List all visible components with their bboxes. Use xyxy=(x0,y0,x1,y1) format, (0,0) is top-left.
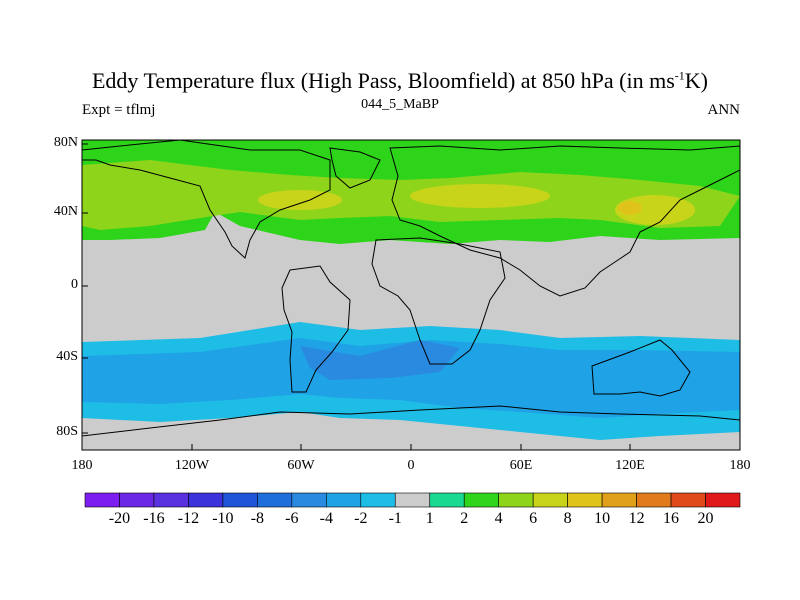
colorbar-label: -16 xyxy=(143,510,165,527)
colorbar-label: 16 xyxy=(663,510,680,527)
x-tick-label: 180 xyxy=(729,458,751,473)
colorbar-swatch xyxy=(326,492,362,508)
colorbar-label: 6 xyxy=(529,510,538,527)
colorbar-label: -8 xyxy=(250,510,265,527)
colorbar-swatch xyxy=(705,492,741,508)
map-title: Eddy Temperature flux (High Pass, Bloomf… xyxy=(91,68,708,93)
colorbar-swatch xyxy=(84,492,120,508)
x-tick-label: 120E xyxy=(615,458,645,473)
australia-outline xyxy=(591,339,691,397)
colorbar-label: 2 xyxy=(460,510,469,527)
colorbar-swatch xyxy=(498,492,534,508)
coastlines xyxy=(82,140,740,437)
north-america-outline xyxy=(82,140,331,259)
colorbar-label: 4 xyxy=(494,510,503,527)
atlantic-core xyxy=(258,190,342,210)
colorbar-swatch xyxy=(222,492,258,508)
x-tick-label: 120W xyxy=(174,458,210,473)
y-tick-label: 0 xyxy=(71,277,78,292)
colorbar-label: -4 xyxy=(319,510,333,527)
colorbar-label: -6 xyxy=(285,510,299,527)
y-tick-label: 80N xyxy=(53,135,78,150)
colorbar-label: -12 xyxy=(177,510,200,527)
colorbar-swatch xyxy=(463,492,499,508)
colorbar-swatch xyxy=(670,492,706,508)
antarctica-outline xyxy=(82,405,740,437)
colorbar-label: 12 xyxy=(628,510,645,527)
x-tick-label: 60E xyxy=(509,458,533,473)
colorbar-swatch xyxy=(257,492,293,508)
run-label: 044_5_MaBP xyxy=(361,97,439,112)
experiment-label: Expt = tflmj xyxy=(82,102,156,118)
map-field xyxy=(82,140,740,450)
colorbar-swatch xyxy=(291,492,327,508)
y-tick-label: 40S xyxy=(56,349,78,364)
eurasia-outline xyxy=(389,145,740,297)
colorbar-swatch xyxy=(153,492,189,508)
colorbar-label: 20 xyxy=(697,510,714,527)
season-label: ANN xyxy=(707,102,741,118)
asia-core xyxy=(410,184,550,208)
axis-ticks xyxy=(81,143,741,450)
y-tick-label: 80S xyxy=(56,424,78,439)
colorbar-swatch xyxy=(532,492,568,508)
colorbar-label: 1 xyxy=(425,510,434,527)
colorbar-label: -10 xyxy=(212,510,234,527)
x-tick-label: 180 xyxy=(71,458,93,473)
colorbar-swatch xyxy=(119,492,155,508)
x-tick-label: 60W xyxy=(287,458,315,473)
colorbar-swatch xyxy=(601,492,637,508)
colorbar-swatch xyxy=(567,492,603,508)
greenland-outline xyxy=(329,147,381,189)
colorbar xyxy=(84,492,741,508)
colorbar-label: -1 xyxy=(388,510,402,527)
colorbar-swatch xyxy=(636,492,672,508)
colorbar-swatch xyxy=(360,492,396,508)
colorbar-label: -2 xyxy=(354,510,368,527)
colorbar-label: 8 xyxy=(563,510,572,527)
sh-strong-band xyxy=(300,340,460,380)
pacific-max xyxy=(618,201,642,215)
colorbar-swatch xyxy=(394,492,431,508)
y-tick-label: 40N xyxy=(53,204,78,219)
colorbar-swatch xyxy=(429,492,465,508)
south-america-outline xyxy=(281,265,351,393)
colorbar-swatch xyxy=(188,492,224,508)
sh-moderate-band xyxy=(82,338,740,418)
x-tick-label: 0 xyxy=(407,458,415,473)
africa-outline xyxy=(371,237,506,365)
colorbar-label: 10 xyxy=(594,510,611,527)
colorbar-label: -20 xyxy=(108,510,131,527)
